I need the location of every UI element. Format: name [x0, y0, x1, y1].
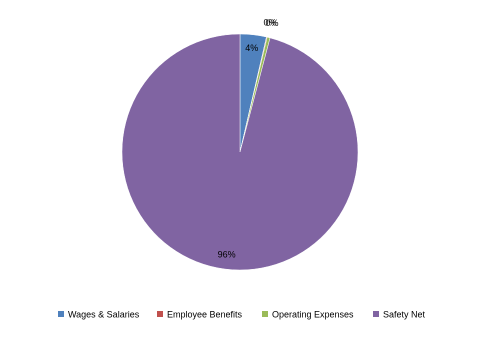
legend-label: Wages & Salaries — [68, 309, 140, 319]
legend-swatch — [373, 311, 379, 317]
legend-label: Safety Net — [383, 309, 426, 319]
data-label: 0% — [266, 18, 279, 28]
data-label: 4% — [245, 43, 258, 53]
legend-swatch — [157, 311, 163, 317]
legend-label: Operating Expenses — [272, 309, 354, 319]
legend-label: Employee Benefits — [167, 309, 243, 319]
legend-swatch — [262, 311, 268, 317]
data-label: 0% — [264, 18, 277, 28]
data-label: 96% — [218, 249, 236, 259]
pie-slice — [121, 33, 359, 271]
legend-swatch — [58, 311, 64, 317]
